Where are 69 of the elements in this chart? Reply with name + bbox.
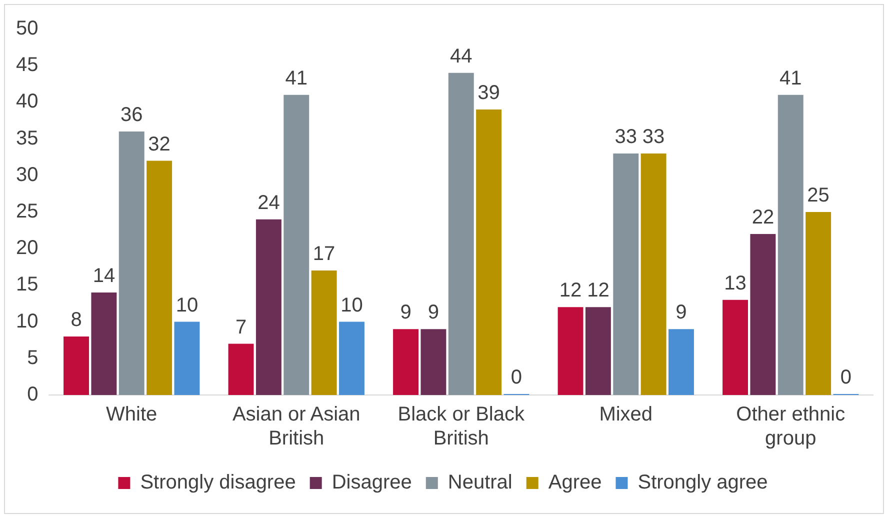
data-label: 9	[676, 302, 687, 324]
bar	[613, 153, 639, 395]
data-label: 41	[285, 67, 308, 90]
bar	[228, 344, 254, 395]
bar	[420, 329, 446, 395]
bar	[393, 329, 418, 395]
y-tick-label: 45	[16, 54, 38, 76]
data-label: 0	[840, 366, 852, 389]
data-label: 12	[559, 280, 582, 302]
data-label: 32	[148, 133, 170, 156]
data-label: 22	[752, 206, 774, 228]
data-label: 10	[340, 294, 363, 316]
bar	[91, 292, 117, 395]
y-tick-label: 5	[27, 346, 38, 369]
bar	[146, 160, 172, 395]
bar	[558, 307, 584, 395]
bar	[284, 94, 310, 395]
bar	[311, 270, 337, 395]
bar	[64, 336, 89, 395]
legend-label: Agree	[548, 472, 602, 494]
data-label: 41	[780, 67, 802, 90]
y-tick-label: 25	[16, 200, 38, 223]
data-label: 9	[400, 302, 412, 324]
bar	[640, 153, 666, 395]
y-tick-label: 15	[16, 274, 38, 296]
bar	[750, 234, 776, 395]
bar	[722, 300, 748, 395]
legend-label: Disagree	[332, 472, 412, 494]
data-label: 0	[510, 366, 522, 389]
bar	[806, 212, 832, 395]
data-label: 17	[312, 243, 336, 266]
bar	[174, 322, 200, 395]
data-label: 25	[807, 184, 830, 207]
data-label: 36	[120, 104, 143, 126]
y-tick-label: 10	[16, 310, 38, 332]
x-tick-label: Other ethnic group	[736, 404, 846, 450]
data-label: 33	[642, 126, 665, 148]
data-label: 14	[92, 265, 116, 288]
y-tick-label: 0	[27, 384, 38, 406]
x-tick-label: White	[106, 404, 158, 426]
data-label: 8	[70, 308, 82, 331]
bar	[338, 322, 364, 395]
x-tick-label: Mixed	[599, 404, 653, 426]
y-tick-label: 40	[16, 90, 38, 113]
data-label: 39	[478, 82, 500, 104]
bar	[476, 110, 502, 395]
bar	[256, 219, 282, 395]
y-tick-label: 35	[16, 127, 38, 150]
data-label: 24	[258, 192, 280, 214]
x-tick-label: Black or Black British	[398, 404, 526, 450]
data-label: 9	[428, 302, 440, 324]
data-label: 10	[176, 294, 198, 316]
bar	[668, 329, 694, 395]
legend-label: Neutral	[448, 472, 512, 494]
bar	[585, 307, 611, 395]
data-label: 7	[235, 316, 247, 338]
data-label: 44	[450, 45, 472, 68]
data-label: 33	[614, 126, 637, 148]
legend-label: Strongly disagree	[140, 472, 296, 494]
bar	[778, 94, 804, 395]
data-label: 13	[724, 272, 746, 294]
x-tick-label: Asian or Asian British	[232, 404, 360, 450]
y-tick-label: 50	[16, 18, 38, 40]
y-tick-label: 30	[16, 164, 38, 186]
data-label: 12	[587, 280, 610, 302]
bar	[118, 131, 144, 395]
bar	[448, 72, 474, 395]
legend-label: Strongly agree	[638, 472, 768, 494]
y-tick-label: 20	[16, 237, 38, 260]
